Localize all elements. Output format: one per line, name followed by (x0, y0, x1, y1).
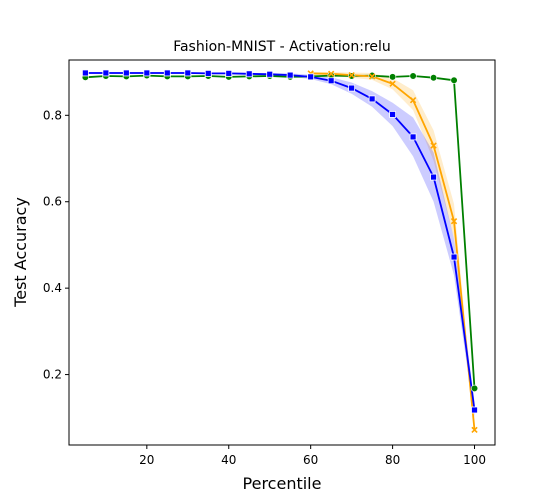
series-0-point (429, 74, 438, 82)
series-2-point (430, 173, 437, 181)
x-tick-label: 100 (463, 453, 486, 467)
series-1-point (327, 70, 335, 77)
series-2-point (122, 69, 130, 77)
series-2-point (307, 73, 315, 81)
series-1-point (409, 97, 417, 104)
series-2-point (348, 84, 356, 92)
x-axis-label: Percentile (243, 474, 322, 493)
y-tick-label: 0.4 (43, 281, 62, 295)
series-1-point (389, 80, 396, 87)
series-1-point (430, 142, 437, 149)
x-tick-label: 20 (139, 453, 154, 467)
series-2-point (368, 95, 376, 103)
series-2-point (471, 406, 478, 414)
x-tick-label: 40 (221, 453, 236, 467)
chart-title: Fashion-MNIST - Activation:relu (173, 39, 391, 55)
y-tick-label: 0.2 (43, 368, 62, 382)
series-0-point (450, 76, 458, 84)
series-2-point (163, 69, 171, 77)
series-0-point (470, 384, 479, 392)
series-2-point (327, 77, 335, 85)
series-2-point (204, 69, 212, 77)
series-1-point (348, 71, 355, 79)
y-axis-ticks: 0.2 0.4 0.6 0.8 (43, 108, 69, 382)
x-tick-label: 80 (385, 453, 400, 467)
series-markers (81, 69, 479, 434)
series-2-point (389, 111, 396, 118)
series-1-point (450, 218, 458, 225)
series-1-point (471, 426, 478, 434)
x-tick-label: 60 (303, 453, 318, 467)
series-2-point (143, 69, 151, 77)
series-0-point (409, 72, 417, 80)
plot-area-frame (68, 59, 496, 446)
series-2-point (450, 253, 458, 261)
series-2-point (81, 69, 89, 77)
y-axis-label: Test Accuracy (11, 197, 30, 308)
series-2-confidence-band (85, 72, 475, 418)
series-0-line (85, 74, 476, 389)
series-2-point (184, 69, 192, 77)
y-tick-label: 0.8 (43, 108, 62, 122)
series-1-point (368, 73, 376, 80)
series-2-point (245, 70, 253, 78)
series-2-point (409, 133, 417, 141)
series-2-point (266, 70, 274, 78)
series-2-point (102, 69, 110, 77)
series-2-point (286, 71, 294, 79)
x-axis-ticks: 20 40 60 80 100 (139, 445, 486, 467)
y-tick-label: 0.6 (43, 195, 62, 209)
series-0-point (388, 73, 397, 81)
confidence-bands (85, 72, 475, 436)
series-2-point (225, 69, 233, 77)
